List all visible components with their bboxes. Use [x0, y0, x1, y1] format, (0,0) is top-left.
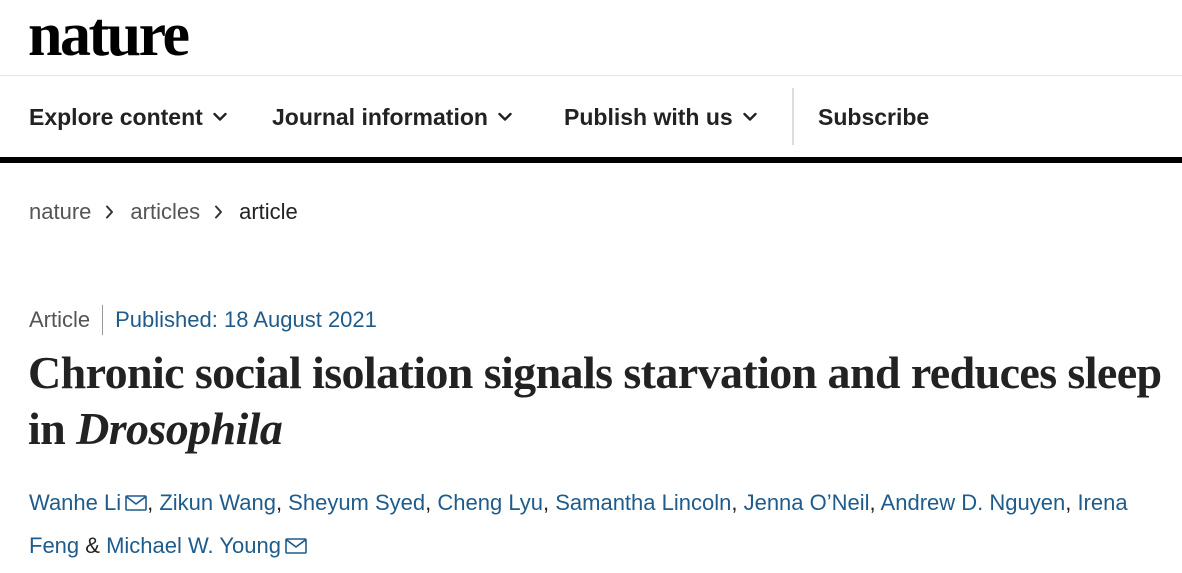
- published-date[interactable]: Published: 18 August 2021: [115, 307, 377, 332]
- subscribe-link[interactable]: Subscribe: [818, 77, 929, 157]
- author-separator: ,: [147, 490, 160, 515]
- article-meta: Article Published: 18 August 2021: [29, 304, 377, 336]
- article-title: Chronic social isolation signals starvat…: [28, 345, 1178, 457]
- chevron-right-icon: [105, 205, 114, 219]
- author-link[interactable]: Andrew D. Nguyen: [880, 490, 1066, 515]
- author-link[interactable]: Michael W. Young: [106, 533, 281, 558]
- author-separator: ,: [731, 490, 744, 515]
- main-nav: Explore content Journal information Publ…: [0, 77, 1182, 157]
- author-separator: ,: [425, 490, 438, 515]
- author-link[interactable]: Zikun Wang: [159, 490, 276, 515]
- header-divider: [0, 75, 1182, 76]
- breadcrumb-articles[interactable]: articles: [130, 199, 201, 224]
- breadcrumb: nature articles article: [29, 196, 298, 228]
- author-link[interactable]: Samantha Lincoln: [555, 490, 732, 515]
- nav-explore-content-label: Explore content: [29, 103, 203, 130]
- chevron-down-icon: [742, 112, 757, 122]
- author-separator: ,: [869, 490, 881, 515]
- author-list: Wanhe Li, Zikun Wang, Sheyum Syed, Cheng…: [29, 482, 1169, 568]
- nav-separator: [792, 88, 794, 145]
- breadcrumb-article: article: [239, 199, 298, 224]
- chevron-down-icon: [498, 112, 512, 122]
- article-title-main: Chronic social isolation signals starvat…: [28, 347, 1162, 454]
- author-separator: ,: [542, 490, 556, 515]
- breadcrumb-nature[interactable]: nature: [29, 199, 92, 224]
- email-icon[interactable]: [125, 483, 147, 525]
- article-type: Article: [29, 307, 91, 332]
- author-link[interactable]: Irena Feng: [29, 490, 1128, 558]
- author-separator: ,: [275, 490, 289, 515]
- author-link[interactable]: Jenna O’Neil: [743, 490, 870, 515]
- nav-journal-information-label: Journal information: [272, 103, 488, 130]
- subscribe-label: Subscribe: [818, 103, 930, 130]
- author-link[interactable]: Sheyum Syed: [288, 490, 426, 515]
- chevron-down-icon: [213, 112, 227, 122]
- meta-divider: [102, 305, 104, 335]
- chevron-right-icon: [214, 205, 223, 219]
- author-separator: &: [79, 533, 107, 558]
- nav-bottom-rule: [0, 157, 1182, 163]
- author-link[interactable]: Wanhe Li: [29, 490, 122, 515]
- author-link[interactable]: Cheng Lyu: [437, 490, 543, 515]
- nav-publish-with-us-label: Publish with us: [564, 103, 733, 130]
- nav-journal-information[interactable]: Journal information: [272, 77, 512, 157]
- nav-publish-with-us[interactable]: Publish with us: [564, 77, 757, 157]
- article-title-italic: Drosophila: [76, 403, 283, 454]
- email-icon[interactable]: [285, 526, 307, 568]
- author-separator: ,: [1065, 490, 1078, 515]
- nav-explore-content[interactable]: Explore content: [29, 77, 227, 157]
- nature-logo[interactable]: nature: [28, 1, 190, 69]
